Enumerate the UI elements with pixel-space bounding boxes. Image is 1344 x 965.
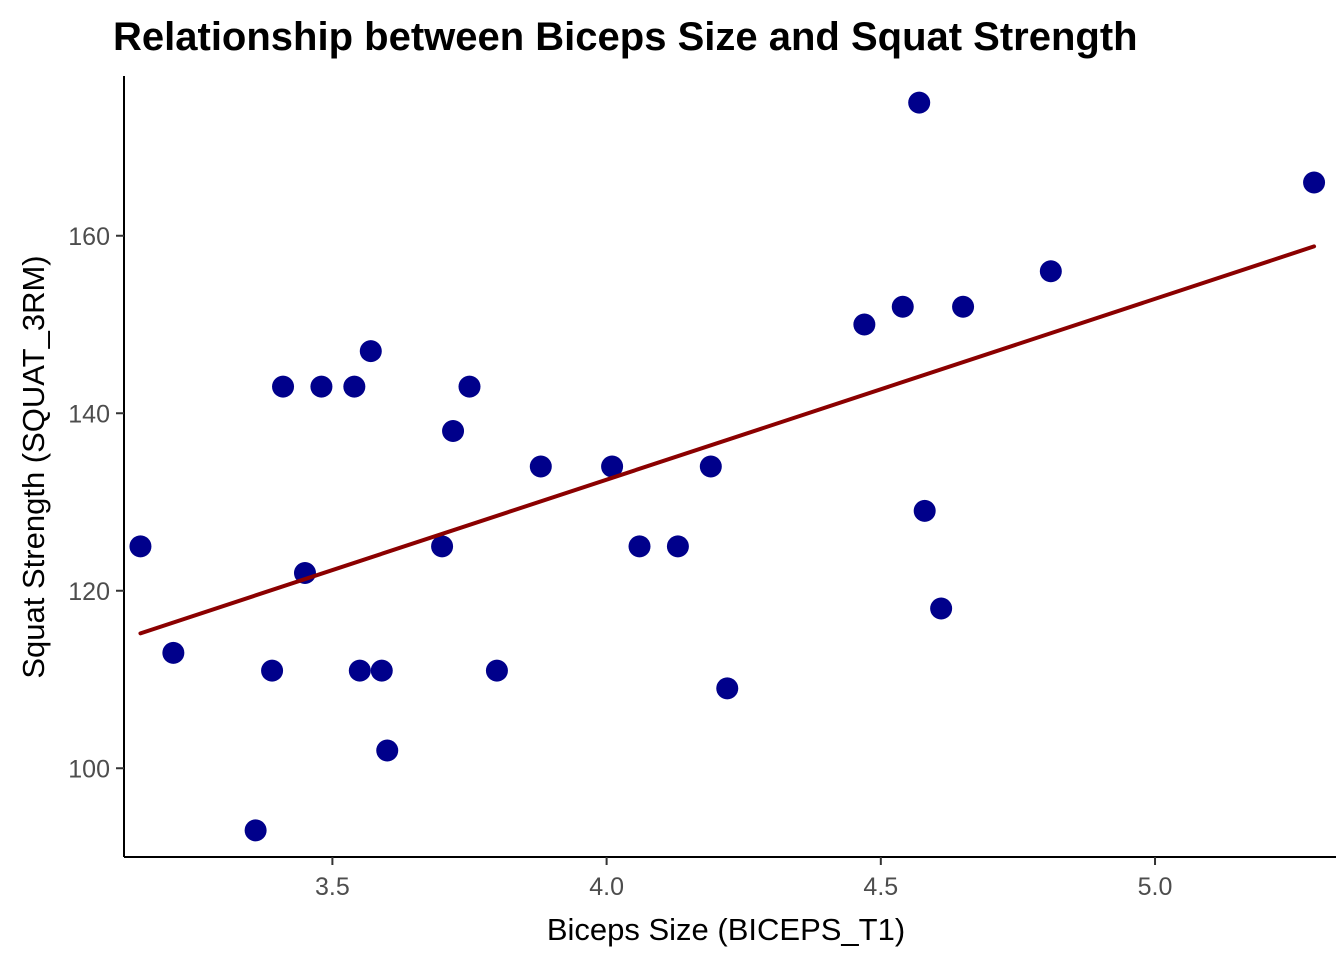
data-point	[628, 535, 651, 558]
data-point	[601, 455, 624, 478]
y-tick-label: 100	[68, 755, 110, 783]
data-point	[343, 375, 366, 398]
chart-title: Relationship between Biceps Size and Squ…	[113, 15, 1138, 59]
x-tick-label: 4.0	[589, 873, 624, 901]
data-point	[529, 455, 552, 478]
data-point	[1303, 171, 1326, 194]
x-tick-label: 4.5	[863, 873, 898, 901]
data-point	[908, 91, 931, 114]
data-point	[261, 659, 284, 682]
y-tick-label: 160	[68, 223, 110, 251]
data-point	[431, 535, 454, 558]
data-point	[162, 641, 185, 664]
trend-line	[138, 244, 1317, 636]
data-point	[348, 659, 371, 682]
x-tick-label: 3.5	[315, 873, 350, 901]
x-axis-ticks: 3.5 4.0 4.5 5.0	[315, 857, 1172, 901]
data-point	[359, 340, 382, 363]
data-point	[442, 420, 465, 442]
data-point	[376, 739, 399, 762]
data-point	[370, 659, 393, 682]
data-point	[485, 659, 508, 682]
data-point	[244, 819, 267, 842]
data-point	[891, 295, 914, 318]
data-point	[952, 295, 975, 318]
data-point	[458, 375, 481, 398]
y-axis-title: Squat Strength (SQUAT_3RM)	[16, 255, 51, 678]
plot-area	[129, 91, 1326, 842]
x-tick-label: 5.0	[1138, 873, 1173, 901]
data-point	[716, 677, 739, 700]
data-point	[913, 499, 936, 522]
data-point	[129, 535, 152, 558]
data-point	[1039, 260, 1062, 283]
data-point	[699, 455, 722, 478]
data-point	[666, 535, 689, 558]
data-point	[272, 375, 295, 398]
data-point	[310, 375, 333, 398]
data-point	[853, 313, 876, 336]
y-tick-label: 120	[68, 578, 110, 606]
data-point	[930, 597, 953, 620]
y-tick-label: 140	[68, 400, 110, 428]
y-axis-ticks: 100 120 140 160	[68, 223, 124, 783]
x-axis-title: Biceps Size (BICEPS_T1)	[547, 912, 905, 947]
